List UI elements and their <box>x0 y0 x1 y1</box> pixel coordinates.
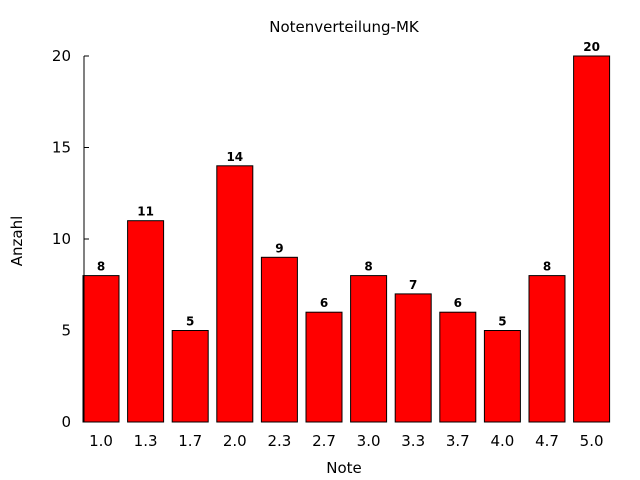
y-axis: 0 5 10 15 20 <box>52 47 89 431</box>
x-tick-label: 2.3 <box>267 432 291 450</box>
bar-value-label: 8 <box>543 260 551 274</box>
x-tick-label: 2.7 <box>312 432 336 450</box>
bars-group: 8 11 5 14 9 6 8 7 6 5 8 20 <box>82 40 611 423</box>
bar-value-label: 8 <box>364 260 372 274</box>
x-tick-label: 2.0 <box>223 432 247 450</box>
y-tick-label: 10 <box>52 230 71 248</box>
bar-value-label: 11 <box>137 205 154 219</box>
x-tick-label: 1.3 <box>134 432 158 450</box>
y-tick-label: 5 <box>61 322 71 340</box>
y-tick-label: 0 <box>61 413 71 431</box>
bar-value-label: 6 <box>320 296 328 310</box>
chart-title: Notenverteilung-MK <box>269 18 420 36</box>
bar-value-label: 7 <box>409 278 417 292</box>
bar-1.0 <box>82 275 120 423</box>
bar-value-label: 6 <box>454 296 462 310</box>
x-tick-label: 3.0 <box>357 432 381 450</box>
y-tick-label: 20 <box>52 47 71 65</box>
bar-value-label: 9 <box>275 241 283 255</box>
bar-value-label: 5 <box>498 315 506 329</box>
x-tick-label: 4.0 <box>490 432 514 450</box>
bar-4.0 <box>483 330 521 423</box>
bar-2.3 <box>260 256 298 423</box>
x-axis: 1.0 1.3 1.7 2.0 2.3 2.7 3.0 3.3 3.7 4.0 4.7 5.0 <box>89 432 603 450</box>
x-tick-label: 4.7 <box>535 432 559 450</box>
bar-4.7 <box>528 275 566 423</box>
x-tick-label: 3.7 <box>446 432 470 450</box>
bar-1.3 <box>127 220 165 423</box>
bar-3.7 <box>439 311 477 423</box>
bar-value-label: 20 <box>583 40 600 54</box>
bar-3.3 <box>394 293 432 423</box>
bar-value-label: 5 <box>186 315 194 329</box>
x-axis-label: Note <box>326 459 362 477</box>
x-tick-label: 1.7 <box>178 432 202 450</box>
bar-value-label: 8 <box>97 260 105 274</box>
x-tick-label: 3.3 <box>401 432 425 450</box>
y-tick-label: 15 <box>52 139 71 157</box>
x-tick-label: 5.0 <box>580 432 604 450</box>
y-axis-label: Anzahl <box>8 216 26 267</box>
bar-5.0 <box>573 55 611 423</box>
bar-2.0 <box>216 165 254 423</box>
x-tick-label: 1.0 <box>89 432 113 450</box>
bar-value-label: 14 <box>226 150 243 164</box>
bar-3.0 <box>350 275 388 423</box>
bar-2.7 <box>305 311 343 423</box>
bar-1.7 <box>171 330 209 423</box>
